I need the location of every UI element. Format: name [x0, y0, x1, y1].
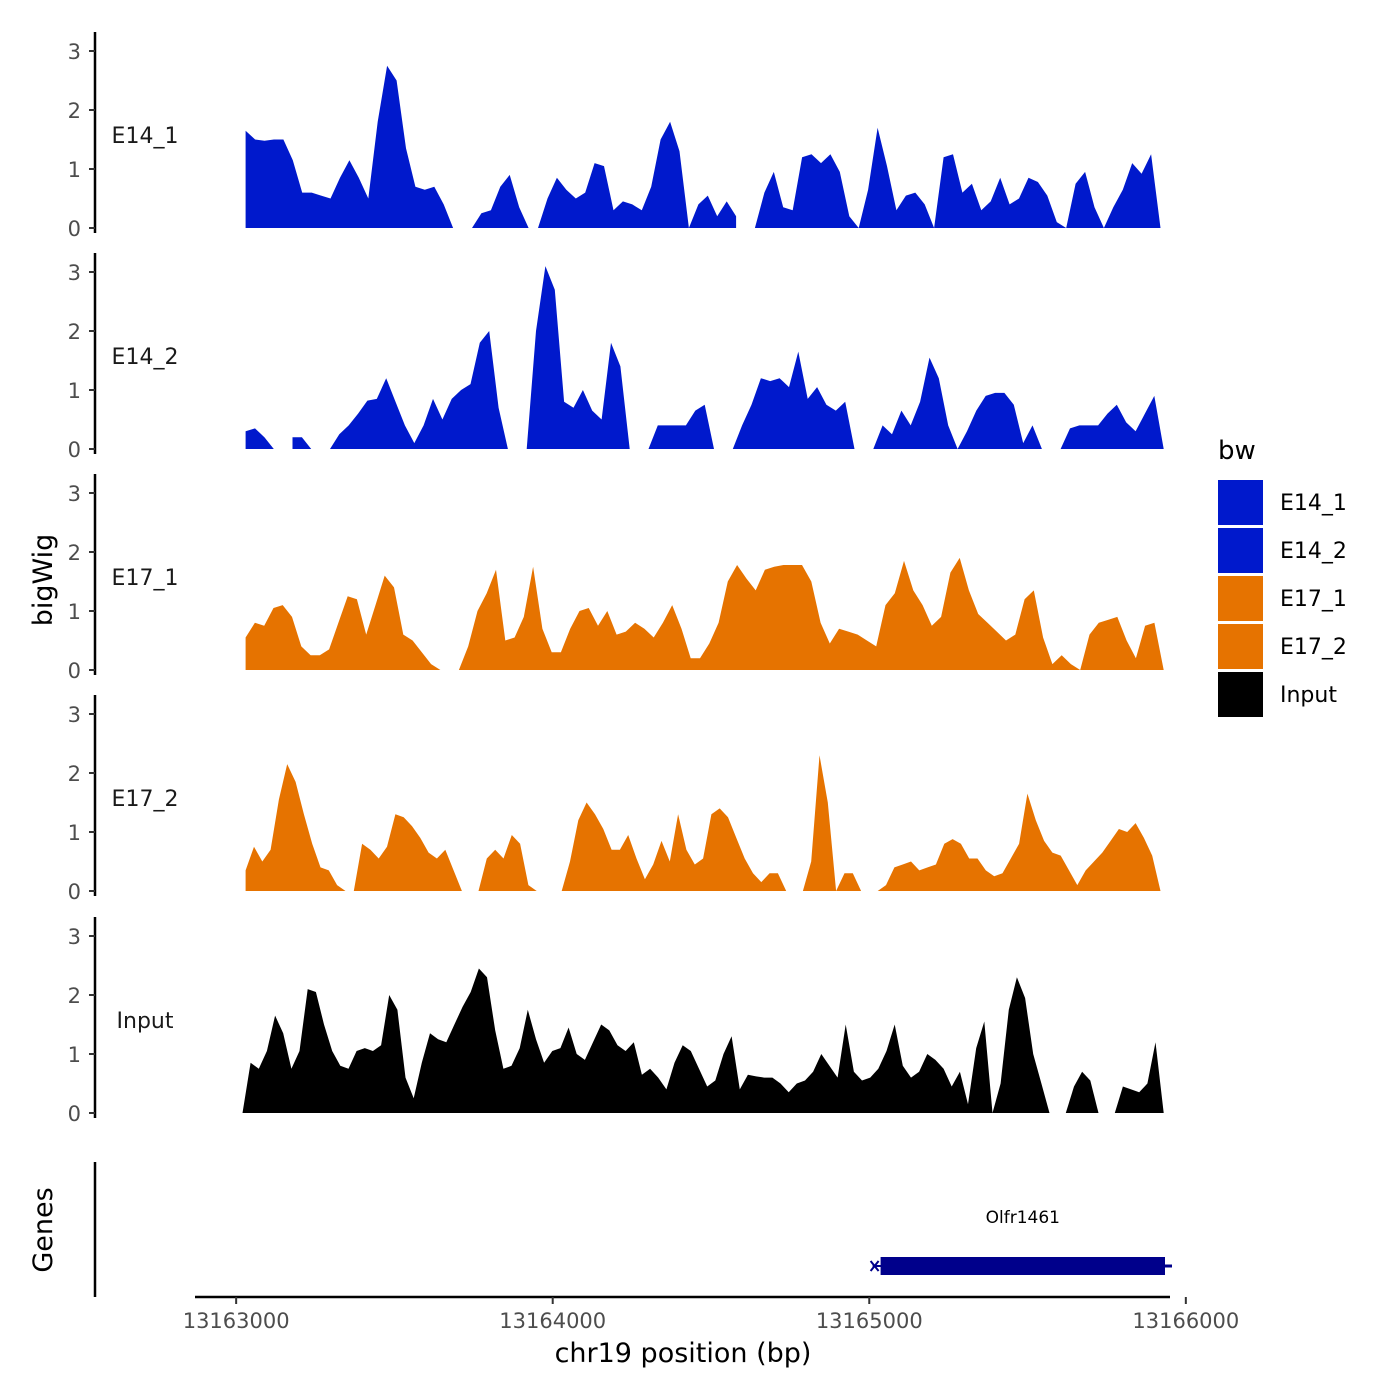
y-tick-label-Input-3: 3 — [68, 925, 81, 949]
legend-key-E14_1 — [1218, 480, 1263, 525]
track-label-Input: Input — [117, 1009, 174, 1034]
legend: bw E14_1 E14_2 E17_1 E17_2 Input — [1218, 436, 1347, 717]
legend-title: bw — [1218, 436, 1256, 466]
gene-strand-mark-start — [869, 1260, 880, 1272]
track-E17_1: 0 1 2 3 E17_1 — [68, 474, 1164, 683]
y-tick-label-E14_2-1: 1 — [68, 379, 81, 403]
legend-key-Input — [1218, 672, 1263, 717]
genes-panel: Olfr1461 — [93, 1162, 1172, 1297]
area-E14_2-segment-7 — [1060, 395, 1164, 449]
gene-label-Olfr1461: Olfr1461 — [986, 1208, 1060, 1228]
area-E14_1-segment-1 — [472, 121, 737, 228]
area-E14_2-segment-5 — [732, 351, 855, 449]
track-label-E14_1: E14_1 — [112, 124, 179, 149]
y-tick-label-E14_2-3: 3 — [68, 261, 81, 285]
x-tick-label-13164000: 13164000 — [499, 1309, 606, 1333]
area-Input-segment-0 — [242, 968, 1050, 1113]
area-Input-segment-1 — [1065, 1071, 1099, 1113]
x-axis: 13163000 13164000 13165000 13166000 — [183, 1295, 1239, 1333]
genes-axis-title: Genes — [28, 1187, 59, 1272]
area-E17_2-segment-1 — [478, 835, 537, 891]
y-tick-label-E14_1-0: 0 — [68, 217, 81, 241]
y-tick-label-Input-1: 1 — [68, 1043, 81, 1067]
area-E17_2-segment-2 — [553, 802, 787, 891]
y-tick-label-E14_2-2: 2 — [68, 320, 81, 344]
y-tick-label-E14_1-1: 1 — [68, 158, 81, 182]
y-tick-label-E14_2-0: 0 — [68, 438, 81, 462]
y-tick-label-E17_2-1: 1 — [68, 821, 81, 845]
y-tick-label-E17_2-3: 3 — [68, 703, 81, 727]
x-tick-label-13163000: 13163000 — [183, 1309, 290, 1333]
area-E14_2-segment-4 — [648, 404, 714, 449]
legend-label-Input: Input — [1280, 683, 1337, 708]
legend-label-E14_1: E14_1 — [1280, 491, 1347, 516]
area-E14_2-segment-2 — [330, 331, 508, 449]
area-E14_2-segment-3 — [526, 266, 630, 449]
track-label-E17_2: E17_2 — [112, 787, 179, 812]
area-E17_1-segment-1 — [458, 557, 1164, 670]
legend-key-E14_2 — [1218, 528, 1263, 573]
y-tick-label-E17_1-1: 1 — [68, 600, 81, 624]
area-E17_1-segment-0 — [245, 575, 441, 670]
x-tick-label-13166000: 13166000 — [1132, 1309, 1239, 1333]
legend-key-E17_1 — [1218, 576, 1263, 621]
legend-label-E17_1: E17_1 — [1280, 587, 1347, 612]
track-Input: 0 1 2 3 Input — [68, 917, 1164, 1126]
y-tick-label-E14_1-3: 3 — [68, 40, 81, 64]
y-axis-title: bigWig — [28, 534, 59, 627]
x-axis-title: chr19 position (bp) — [555, 1338, 812, 1369]
legend-label-E17_2: E17_2 — [1280, 635, 1347, 660]
track-E14_1: 0 1 2 3 E14_1 — [68, 32, 1161, 241]
y-tick-label-E17_1-2: 2 — [68, 541, 81, 565]
area-E14_2-segment-0 — [245, 428, 274, 449]
area-E14_1-segment-0 — [245, 65, 454, 228]
area-E17_2-segment-0 — [245, 764, 462, 891]
y-tick-label-E17_1-3: 3 — [68, 482, 81, 506]
y-tick-label-Input-0: 0 — [68, 1102, 81, 1126]
legend-key-E17_2 — [1218, 624, 1263, 669]
track-E17_2: 0 1 2 3 E17_2 — [68, 695, 1161, 904]
area-E17_2-segment-3 — [802, 755, 862, 891]
x-tick-label-13165000: 13165000 — [816, 1309, 923, 1333]
track-label-E17_1: E17_1 — [112, 566, 179, 591]
y-tick-label-E17_2-2: 2 — [68, 762, 81, 786]
area-Input-segment-2 — [1114, 1042, 1164, 1113]
y-tick-label-Input-2: 2 — [68, 984, 81, 1008]
track-E14_2: 0 1 2 3 E14_2 — [68, 253, 1164, 462]
area-E14_2-segment-6 — [873, 357, 1042, 449]
y-tick-label-E17_1-0: 0 — [68, 659, 81, 683]
area-E14_2-segment-1 — [292, 437, 312, 449]
legend-label-E14_2: E14_2 — [1280, 539, 1347, 564]
tracks-group: 0 1 2 3 E14_1 0 1 2 3 E14_2 0 1 2 3 E17_1 0 1 2 3 E17_2 0 1 2 3… — [68, 32, 1164, 1126]
track-label-E14_2: E14_2 — [112, 345, 179, 370]
area-E14_1-segment-2 — [754, 127, 1161, 228]
y-tick-label-E14_1-2: 2 — [68, 99, 81, 123]
area-E17_2-segment-4 — [877, 793, 1161, 891]
y-tick-label-E17_2-0: 0 — [68, 880, 81, 904]
